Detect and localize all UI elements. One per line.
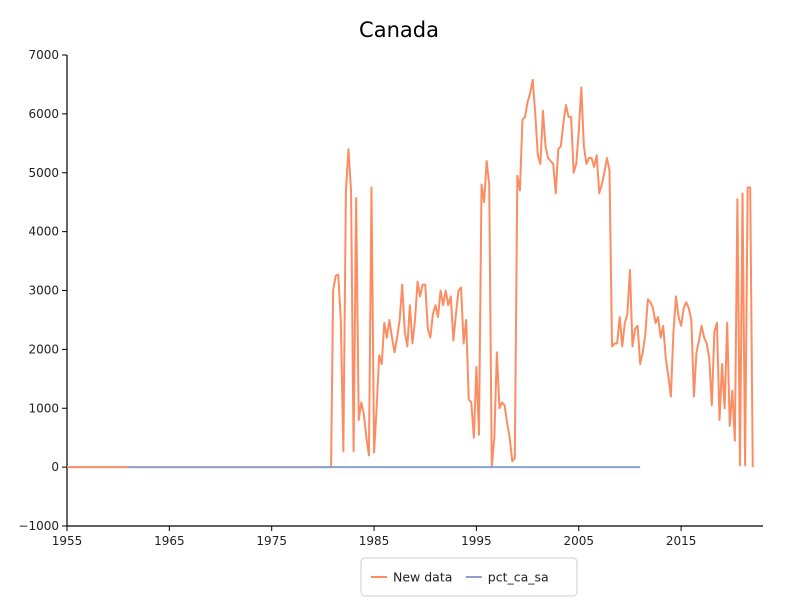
y-tick-label: 3000 (28, 284, 59, 298)
x-tick-label: 1985 (359, 534, 390, 548)
legend-label: New data (393, 570, 452, 585)
x-tick-label: 1995 (461, 534, 492, 548)
series-line-new-data (67, 78, 754, 469)
y-tick-label: 6000 (28, 107, 59, 121)
y-tick-label: 1000 (28, 401, 59, 415)
y-tick-label: 7000 (28, 48, 59, 62)
x-tick-label: 1975 (256, 534, 287, 548)
x-tick-label: 1955 (52, 534, 83, 548)
x-tick-label: 2015 (666, 534, 697, 548)
y-tick-label: 2000 (28, 342, 59, 356)
legend: New data pct_ca_sa (360, 557, 578, 597)
legend-label: pct_ca_sa (488, 570, 549, 585)
chart-title: Canada (359, 18, 439, 42)
y-tick-label: −1000 (18, 519, 59, 533)
axes: −1000 0 1000 2000 3000 4000 5000 6000 7000 1955 19… (18, 48, 763, 548)
x-tick-label: 2005 (563, 534, 594, 548)
x-tick-label: 1965 (154, 534, 185, 548)
y-tick-label: 4000 (28, 225, 59, 239)
y-tick-label: 0 (51, 460, 59, 474)
series-layer (67, 78, 754, 469)
y-tick-label: 5000 (28, 166, 59, 180)
